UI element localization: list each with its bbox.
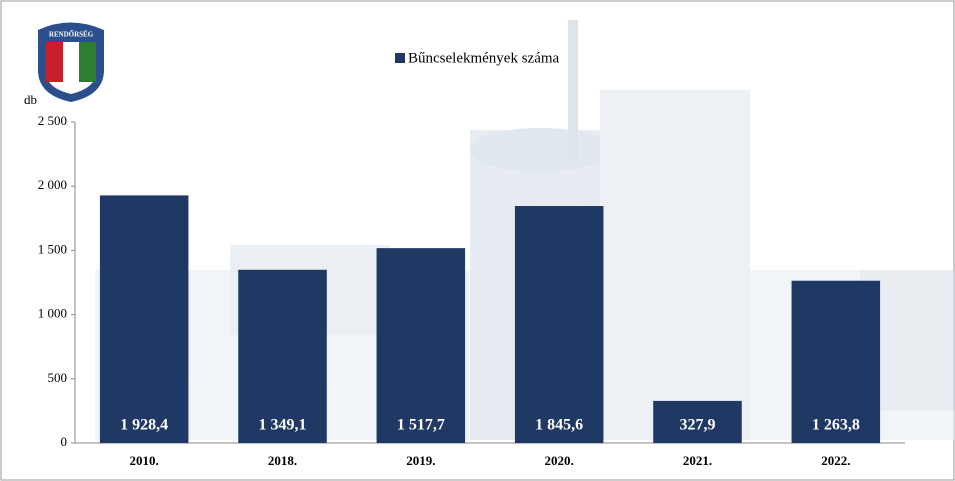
bar: [238, 269, 327, 443]
logo-text: RENDŐRSÉG: [49, 31, 94, 39]
bar: [514, 206, 604, 443]
x-tick-label: 2020.: [545, 453, 574, 468]
value-label: 1 263,8: [812, 417, 860, 434]
value-label: 1 517,7: [397, 417, 445, 434]
x-tick-label: 2018.: [268, 453, 297, 468]
value-label: 1 845,6: [535, 417, 583, 434]
x-tick-label: 2010.: [130, 453, 159, 468]
legend-swatch: [395, 53, 405, 63]
bar: [376, 248, 466, 443]
value-label: 1 349,1: [259, 417, 307, 434]
bar: [99, 195, 189, 443]
value-label: 327,9: [680, 417, 716, 434]
y-tick-label: 2 500: [38, 113, 67, 128]
x-tick-label: 2021.: [683, 453, 712, 468]
y-tick-label: 1 000: [38, 306, 67, 321]
legend-label: Bűncselekmények száma: [408, 50, 560, 66]
y-axis-label: db: [24, 92, 37, 107]
y-tick-label: 500: [48, 370, 68, 385]
logo: RENDŐRSÉG POLICE: [38, 22, 104, 102]
x-tick-label: 2022.: [821, 453, 850, 468]
y-tick-label: 0: [61, 434, 68, 449]
logo-text: POLICE: [58, 84, 85, 92]
y-tick-label: 1 500: [38, 241, 67, 256]
bar: [653, 400, 742, 443]
value-label: 1 928,4: [120, 417, 168, 434]
y-tick-label: 2 000: [38, 177, 67, 192]
x-tick-label: 2019.: [406, 453, 435, 468]
bar: [791, 280, 881, 443]
